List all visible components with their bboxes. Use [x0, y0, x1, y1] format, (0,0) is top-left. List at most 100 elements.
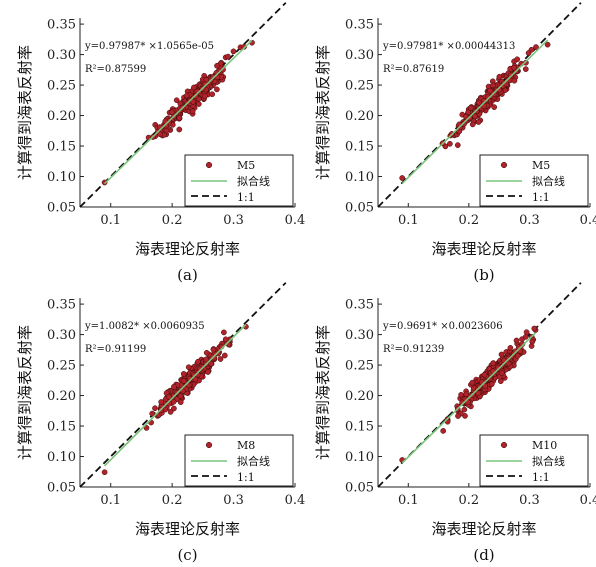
data-point: [498, 370, 505, 376]
data-point: [171, 383, 177, 390]
legend-marker-points: [205, 161, 213, 169]
data-point: [507, 345, 514, 351]
data-point: [158, 399, 165, 405]
data-point: [514, 353, 521, 359]
fit-equation: y=0.97981* ×0.00044313: [382, 41, 515, 52]
legend-marker-points: [205, 441, 213, 449]
x-tick-label: 0.1: [100, 493, 121, 508]
legend-label-fit: 拟合线: [532, 454, 565, 468]
x-tick-label: 0.2: [162, 213, 183, 228]
data-point: [447, 140, 453, 147]
data-point: [496, 73, 503, 80]
data-point: [454, 142, 461, 148]
x-tick-label: 0.2: [459, 213, 480, 228]
x-tick-label: 0.2: [459, 493, 480, 508]
y-tick-label: 0.25: [345, 79, 374, 94]
data-point: [209, 91, 216, 98]
y-tick-label: 0.10: [345, 450, 374, 465]
data-point: [475, 390, 482, 397]
data-point: [511, 64, 518, 71]
fit-equation: y=0.9691* ×0.0023606: [382, 321, 503, 332]
x-tick-label: 0.4: [580, 213, 596, 228]
y-tick-label: 0.15: [345, 420, 374, 435]
y-tick-label: 0.15: [345, 140, 374, 155]
panel-label: (b): [473, 266, 494, 284]
y-tick-label: 0.25: [47, 79, 76, 94]
data-point: [221, 329, 227, 336]
fit-line: [401, 332, 537, 464]
legend-label-series: M8: [237, 439, 255, 452]
r-squared: R²=0.91199: [85, 344, 146, 355]
data-point: [195, 101, 202, 107]
panel-b: 0.05 0.10 0.15 0.20 0.25 0.30 0.35 0.1 0.2 0.3 0.4…: [314, 2, 596, 284]
data-point: [525, 50, 532, 56]
panel-d: 0.05 0.10 0.15 0.20 0.25 0.30 0.35 0.1 0.2 0.3 0.4…: [314, 282, 596, 564]
y-tick-label: 0.10: [47, 450, 76, 465]
data-point: [143, 425, 150, 431]
data-point: [511, 77, 518, 84]
data-point: [191, 84, 197, 91]
data-point: [101, 179, 108, 186]
data-point: [514, 56, 521, 63]
panel-label: (d): [473, 546, 494, 564]
legend-label-fit: 拟合线: [237, 454, 270, 468]
y-tick-label: 0.20: [345, 109, 374, 124]
data-point: [469, 121, 476, 128]
data-point: [177, 393, 184, 399]
data-point: [544, 41, 551, 48]
legend-label-fit: 拟合线: [532, 174, 565, 188]
data-point: [176, 126, 183, 133]
data-point: [205, 369, 211, 375]
x-tick-label: 0.3: [223, 213, 244, 228]
y-tick-label: 0.30: [47, 328, 76, 343]
data-point: [217, 356, 224, 362]
y-tick-label: 0.35: [345, 298, 374, 313]
data-point: [455, 413, 461, 419]
y-tick-label: 0.30: [345, 48, 374, 63]
legend-box: [479, 434, 589, 487]
data-point: [170, 398, 177, 405]
y-axis-label: 计算得到海表反射率: [16, 325, 34, 460]
data-point: [222, 336, 229, 343]
panel-a: 0.05 0.10 0.15 0.20 0.25 0.30 0.35 0.1 0.2 0.3 0.4…: [16, 2, 305, 284]
y-tick-label: 0.05: [345, 201, 374, 216]
y-axis-label: 计算得到海表反射率: [314, 325, 332, 460]
y-tick-label: 0.30: [345, 328, 374, 343]
data-point: [489, 82, 496, 89]
data-point: [513, 337, 520, 344]
y-axis-label: 计算得到海表反射率: [314, 45, 332, 180]
data-point: [221, 352, 228, 359]
legend-label-ref: 1:1: [237, 471, 255, 484]
data-point: [241, 43, 247, 50]
data-point: [203, 349, 210, 356]
fit-line: [401, 39, 549, 185]
data-point: [399, 175, 406, 181]
data-point: [156, 131, 163, 137]
legend-marker-points: [500, 161, 508, 169]
data-point: [180, 371, 187, 377]
y-tick-label: 0.35: [345, 18, 374, 33]
data-point: [225, 53, 231, 60]
data-point: [189, 108, 196, 115]
y-tick-label: 0.05: [345, 481, 374, 496]
data-point: [522, 334, 529, 340]
data-point: [523, 59, 529, 66]
data-point: [197, 366, 203, 373]
x-axis-label: 海表理论反射率: [431, 240, 536, 258]
y-tick-label: 0.15: [47, 420, 76, 435]
data-point: [208, 360, 214, 367]
y-tick-label: 0.10: [47, 170, 76, 185]
legend-label-ref: 1:1: [532, 471, 550, 484]
data-point: [531, 325, 538, 332]
r-squared: R²=0.91239: [383, 344, 444, 355]
data-point: [463, 391, 470, 398]
data-point: [163, 127, 170, 134]
data-point: [498, 351, 505, 358]
panel-c: 0.05 0.10 0.15 0.20 0.25 0.30 0.35 0.1 0.2 0.3 0.4…: [16, 282, 306, 564]
data-point: [190, 98, 196, 105]
fit-equation: y=1.0082* ×0.0060935: [84, 321, 205, 332]
data-point: [529, 338, 536, 345]
x-tick-label: 0.4: [285, 493, 306, 508]
x-axis-label: 海表理论反射率: [135, 520, 240, 538]
